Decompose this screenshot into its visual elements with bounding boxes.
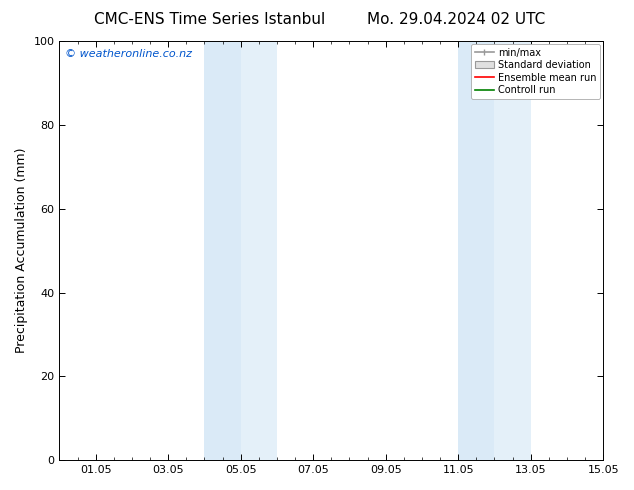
Bar bbox=[241, 41, 277, 460]
Text: Mo. 29.04.2024 02 UTC: Mo. 29.04.2024 02 UTC bbox=[367, 12, 546, 27]
Bar bbox=[495, 41, 531, 460]
Text: © weatheronline.co.nz: © weatheronline.co.nz bbox=[65, 49, 192, 59]
Bar bbox=[458, 41, 495, 460]
Y-axis label: Precipitation Accumulation (mm): Precipitation Accumulation (mm) bbox=[15, 148, 28, 353]
Bar bbox=[204, 41, 241, 460]
Text: CMC-ENS Time Series Istanbul: CMC-ENS Time Series Istanbul bbox=[94, 12, 325, 27]
Legend: min/max, Standard deviation, Ensemble mean run, Controll run: min/max, Standard deviation, Ensemble me… bbox=[470, 44, 600, 99]
